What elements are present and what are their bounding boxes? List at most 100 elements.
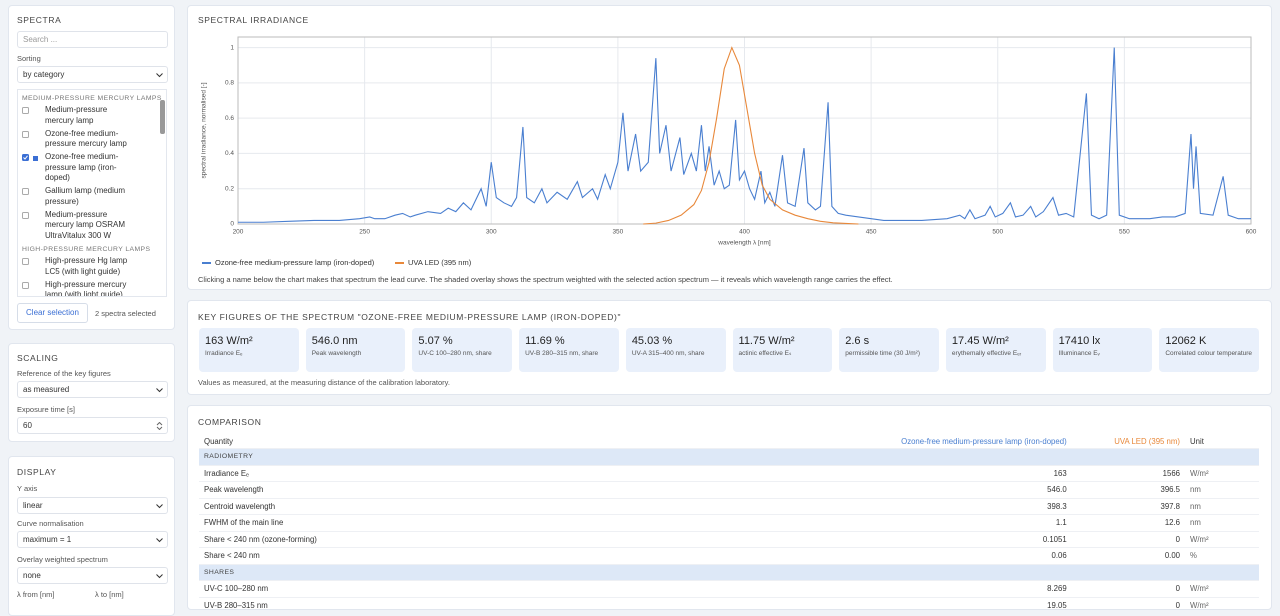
checkbox[interactable] xyxy=(22,258,29,265)
spectrum-item[interactable]: Gallium lamp (medium pressure) xyxy=(18,186,137,207)
select-value: as measured xyxy=(23,385,70,394)
item-label: Medium-pressure mercury lamp xyxy=(45,105,108,125)
clear-button[interactable]: Clear selection xyxy=(17,303,88,323)
chevron xyxy=(156,388,163,393)
x-tick-label: 450 xyxy=(866,229,877,236)
table-row: Centroid wavelength 398.3 397.8 nm xyxy=(199,498,1259,515)
select-value: maximum = 1 xyxy=(23,535,72,544)
card-value: 17410 lx xyxy=(1058,335,1101,347)
key-figure-card: 5.07 % UV-C 100–280 nm, share xyxy=(412,328,513,372)
card-value: 5.07 % xyxy=(418,335,453,347)
chart-panel: SPECTRAL IRRADIANCE 0 0.2 0.4 0.6 0.8 1 200 250… xyxy=(187,5,1272,290)
column-header: UVA LED (395 nm) xyxy=(1071,434,1185,449)
y-axis-select[interactable]: linear xyxy=(17,497,168,514)
key-figures-panel: KEY FIGURES OF THE SPECTRUM "OZONE-FREE … xyxy=(187,300,1272,395)
table-cell: W/m² xyxy=(1185,580,1259,598)
card-label: UV-B 280–315 nm, share xyxy=(525,350,599,357)
item-label: Medium-pressure mercury lamp OSRAM Ultra… xyxy=(45,209,126,240)
key-figure-card: 45.03 % UV-A 315–400 nm, share xyxy=(625,328,726,372)
column-header: Unit xyxy=(1185,434,1259,449)
section-header: SHARES xyxy=(199,564,1259,581)
normalisation-select[interactable]: maximum = 1 xyxy=(17,531,168,548)
key-figure-card: 11.69 % UV-B 280–315 nm, share xyxy=(519,328,619,372)
legend-item[interactable]: UVA LED (395 nm) xyxy=(395,258,471,267)
reference-select[interactable]: as measured xyxy=(17,381,168,398)
group-header: HIGH-PRESSURE MERCURY LAMPS xyxy=(22,246,151,253)
comparison-table: Quantity Ozone-free medium-pressure lamp … xyxy=(199,434,1259,609)
table-cell: 546.0 xyxy=(809,481,1072,499)
select-value: by category xyxy=(23,70,65,79)
spectrum-item[interactable]: High-pressure mercury lamp (with light g… xyxy=(18,280,137,296)
table-cell: W/m² xyxy=(1185,465,1259,482)
checkbox[interactable] xyxy=(22,154,29,161)
table-row: UV-C 100–280 nm 8.269 0 W/m² xyxy=(199,580,1259,598)
spectrum-line xyxy=(643,46,859,225)
chart-caption: Clicking a name below the chart makes th… xyxy=(198,275,893,284)
table-row: FWHM of the main line 1.1 12.6 nm xyxy=(199,514,1259,532)
checkbox[interactable] xyxy=(22,130,29,138)
card-label: Peak wavelength xyxy=(311,350,362,357)
sorting-select[interactable]: by category xyxy=(17,66,168,83)
table-cell: nm xyxy=(1185,514,1259,532)
chevron xyxy=(156,574,163,579)
legend-label: UVA LED (395 nm) xyxy=(408,258,472,267)
color-swatch xyxy=(33,156,38,161)
panel-title: KEY FIGURES OF THE SPECTRUM "OZONE-FREE … xyxy=(198,312,622,322)
spectrum-item[interactable]: Medium-pressure mercury lamp xyxy=(18,105,137,126)
field-label: Exposure time [s] xyxy=(17,405,75,414)
column-header: Ozone-free medium-pressure lamp (iron-do… xyxy=(809,434,1072,449)
card-value: 45.03 % xyxy=(631,335,673,347)
spectrum-item[interactable]: Medium-pressure mercury lamp OSRAM Ultra… xyxy=(18,210,137,242)
card-label: UV-C 100–280 nm, share xyxy=(418,350,492,357)
check xyxy=(23,155,28,160)
header-row: Quantity Ozone-free medium-pressure lamp … xyxy=(199,434,1259,449)
input-value: 60 xyxy=(23,421,32,430)
table-cell: 1.1 xyxy=(809,514,1072,532)
plot-border xyxy=(237,36,1252,225)
table-row: Share < 240 nm (ozone-forming) 0.1051 0 W/m… xyxy=(199,531,1259,548)
table-row: Peak wavelength 546.0 396.5 nm xyxy=(199,481,1259,499)
search-input[interactable]: Search ... xyxy=(17,31,168,48)
spectrum-item[interactable]: Ozone-free medium-pressure lamp (iron-do… xyxy=(18,152,137,184)
y-tick-label: 0.4 xyxy=(225,150,234,157)
panel-title: COMPARISON xyxy=(198,417,262,427)
y-tick-label: 0.6 xyxy=(225,115,234,122)
y-axis-label: spectral irradiance, normalised [-] xyxy=(201,82,208,178)
field-label: Sorting xyxy=(17,54,41,63)
checkbox[interactable] xyxy=(22,188,29,195)
card-label: actinic effective Eₛ xyxy=(738,350,792,357)
field-label: Reference of the key figures xyxy=(17,369,111,378)
legend-item[interactable]: Ozone-free medium-pressure lamp (iron-do… xyxy=(202,258,374,267)
table-cell: FWHM of the main line xyxy=(199,514,809,532)
section-row: SHARES xyxy=(199,564,1259,581)
table-cell: nm xyxy=(1185,498,1259,515)
exposure-input[interactable]: 60 xyxy=(17,417,168,434)
card-label: UV-A 315–400 nm, share xyxy=(631,350,705,357)
table-cell: 398.3 xyxy=(809,498,1072,515)
key-figure-card: 163 W/m² Irradiance Eₑ xyxy=(199,328,299,372)
card-label: Illuminance Eᵥ xyxy=(1058,350,1100,357)
spectra-panel: SPECTRA Search ... Sorting by category M… xyxy=(8,5,175,330)
comparison-panel: COMPARISON Quantity Ozone-free medium-pre… xyxy=(187,405,1272,610)
chevron xyxy=(156,504,163,509)
overlay-select[interactable]: none xyxy=(17,567,168,584)
spectrum-item[interactable]: Ozone-free medium-pressure mercury lamp xyxy=(18,129,137,150)
spectrum-item[interactable]: High-pressure Hg lamp LC5 (with light gu… xyxy=(18,256,137,277)
x-tick-label: 250 xyxy=(359,229,370,236)
key-figure-card: 17.45 W/m² erythemally effective Eₑᵣ xyxy=(945,328,1046,372)
field-label: Overlay weighted spectrum xyxy=(17,555,108,564)
checkbox[interactable] xyxy=(22,281,29,289)
panel-title: SPECTRAL IRRADIANCE xyxy=(198,15,309,25)
item-label: Gallium lamp (medium pressure) xyxy=(45,186,126,206)
key-figure-cards: 163 W/m² Irradiance Eₑ 546.0 nm Peak wavele… xyxy=(199,328,1260,372)
table-cell: 0 xyxy=(1071,580,1185,598)
table-cell: W/m² xyxy=(1185,531,1259,548)
checkbox[interactable] xyxy=(22,211,29,219)
checkbox[interactable] xyxy=(22,107,29,114)
spinner xyxy=(156,422,163,430)
x-tick-label: 200 xyxy=(233,229,244,236)
selected-count: 2 spectra selected xyxy=(95,309,156,318)
field-label: Curve normalisation xyxy=(17,519,84,528)
card-value: 11.69 % xyxy=(525,335,565,347)
spectrum-line xyxy=(238,47,1251,223)
